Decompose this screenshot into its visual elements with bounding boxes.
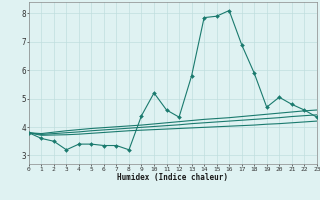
X-axis label: Humidex (Indice chaleur): Humidex (Indice chaleur) [117, 173, 228, 182]
